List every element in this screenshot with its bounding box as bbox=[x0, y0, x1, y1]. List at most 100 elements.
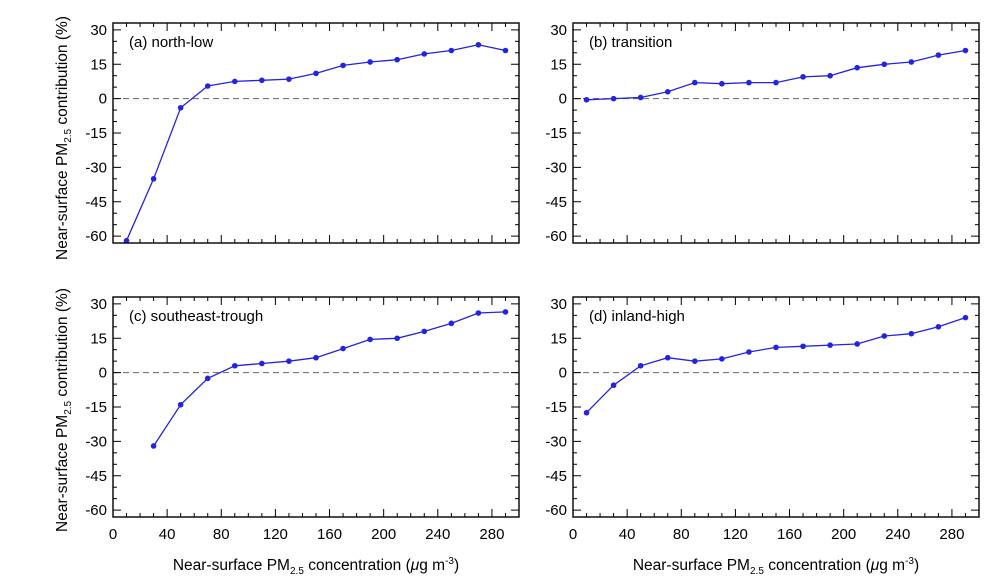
data-point bbox=[394, 335, 401, 342]
y-tick-label: -45 bbox=[545, 468, 567, 485]
data-point bbox=[637, 362, 644, 369]
y-tick-label: -15 bbox=[85, 125, 107, 142]
data-point bbox=[827, 72, 833, 79]
y-tick-label: 15 bbox=[90, 56, 107, 73]
data-point bbox=[123, 237, 130, 244]
x-tick-label: 240 bbox=[425, 526, 450, 543]
y-tick-label: 30 bbox=[550, 22, 567, 39]
y-tick-label: 15 bbox=[550, 56, 567, 73]
data-point bbox=[881, 333, 888, 339]
data-point bbox=[286, 358, 292, 364]
data-point bbox=[259, 360, 265, 367]
y-tick-label: 15 bbox=[550, 330, 567, 347]
x-tick-label: 120 bbox=[263, 526, 288, 543]
data-point bbox=[394, 56, 401, 63]
data-point bbox=[637, 94, 644, 101]
data-point bbox=[692, 358, 698, 364]
data-point bbox=[583, 96, 590, 103]
x-tick-label: 80 bbox=[673, 526, 690, 543]
y-tick-label: -15 bbox=[545, 125, 567, 142]
data-point bbox=[610, 382, 617, 389]
y-tick-label: 0 bbox=[559, 91, 567, 108]
data-point bbox=[773, 79, 779, 86]
data-point bbox=[800, 343, 806, 350]
y-tick-label: 15 bbox=[90, 330, 107, 347]
y-tick-label: 0 bbox=[99, 365, 107, 382]
x-tick-label: 160 bbox=[317, 526, 342, 543]
y-tick-label: -30 bbox=[545, 433, 567, 450]
data-point bbox=[827, 342, 833, 348]
data-point bbox=[746, 79, 752, 86]
data-point bbox=[800, 74, 806, 80]
y-tick-label: -15 bbox=[85, 399, 107, 416]
data-point bbox=[367, 59, 373, 65]
plot-frame bbox=[572, 22, 980, 244]
x-tick-label: 160 bbox=[777, 526, 802, 543]
series-line bbox=[153, 311, 506, 447]
data-point bbox=[421, 328, 428, 335]
y-tick-label: -60 bbox=[85, 502, 107, 519]
data-point bbox=[908, 330, 915, 337]
data-point bbox=[664, 88, 671, 95]
data-point bbox=[502, 309, 509, 315]
y-tick-label: -30 bbox=[545, 159, 567, 176]
data-point bbox=[448, 47, 455, 54]
data-point bbox=[340, 62, 346, 69]
y-tick-label: 0 bbox=[559, 365, 567, 382]
data-point bbox=[773, 344, 779, 351]
x-tick-label: 40 bbox=[159, 526, 176, 543]
y-tick-label: -45 bbox=[85, 194, 107, 211]
x-tick-label: 0 bbox=[569, 526, 577, 543]
data-point bbox=[177, 401, 184, 408]
y-tick-label: 30 bbox=[90, 296, 107, 313]
data-point bbox=[935, 323, 942, 330]
data-point bbox=[232, 362, 238, 369]
x-tick-label: 80 bbox=[213, 526, 230, 543]
x-tick-label: 280 bbox=[479, 526, 504, 543]
data-point bbox=[746, 349, 752, 355]
x-tick-label: 0 bbox=[109, 526, 117, 543]
y-tick-label: 30 bbox=[90, 22, 107, 39]
panel-north-low: 30 15 0 -15 -30 -45 -60 (a) north-low bbox=[85, 22, 520, 245]
y-tick-label: -60 bbox=[545, 502, 567, 519]
panel-transition: 30 15 0 -15 -30 -45 -60 (b) transition bbox=[545, 22, 980, 245]
data-point bbox=[962, 47, 969, 54]
y-tick-label: -45 bbox=[85, 468, 107, 485]
data-point bbox=[204, 83, 211, 89]
data-point bbox=[340, 345, 346, 352]
data-point bbox=[583, 409, 590, 416]
panel-label: (b) transition bbox=[589, 34, 672, 51]
x-tick-label: 120 bbox=[723, 526, 748, 543]
y-tick-label: 0 bbox=[99, 91, 107, 108]
data-point bbox=[367, 336, 373, 343]
panel-label: (c) southeast-trough bbox=[129, 308, 263, 325]
data-point bbox=[150, 176, 157, 182]
y-tick-label: -60 bbox=[85, 228, 107, 245]
y-axis-label-bottom: Near-surface PM2.5 contribution (%) bbox=[54, 288, 74, 532]
panel-label: (d) inland-high bbox=[589, 308, 685, 325]
x-tick-label: 200 bbox=[831, 526, 856, 543]
data-point bbox=[177, 104, 184, 111]
data-point bbox=[692, 79, 698, 86]
data-point bbox=[502, 47, 509, 54]
data-point bbox=[881, 61, 888, 68]
data-point bbox=[286, 76, 292, 82]
data-point bbox=[854, 341, 860, 347]
data-point bbox=[719, 356, 725, 362]
data-point bbox=[610, 95, 617, 102]
data-point bbox=[664, 354, 671, 361]
data-point bbox=[854, 64, 860, 71]
x-tick-label: 200 bbox=[371, 526, 396, 543]
x-axis-label-left: Near-surface PM2.5 concentration (μg m-3… bbox=[173, 556, 459, 577]
plot-frame bbox=[112, 296, 520, 518]
series-line bbox=[586, 49, 966, 101]
plot-frame bbox=[112, 22, 520, 244]
panel-label: (a) north-low bbox=[129, 34, 213, 51]
data-point bbox=[719, 80, 725, 87]
y-axis-label-top: Near-surface PM2.5 contribution (%) bbox=[54, 16, 74, 260]
data-point bbox=[475, 310, 482, 316]
data-point bbox=[935, 52, 942, 58]
data-point bbox=[150, 443, 157, 449]
